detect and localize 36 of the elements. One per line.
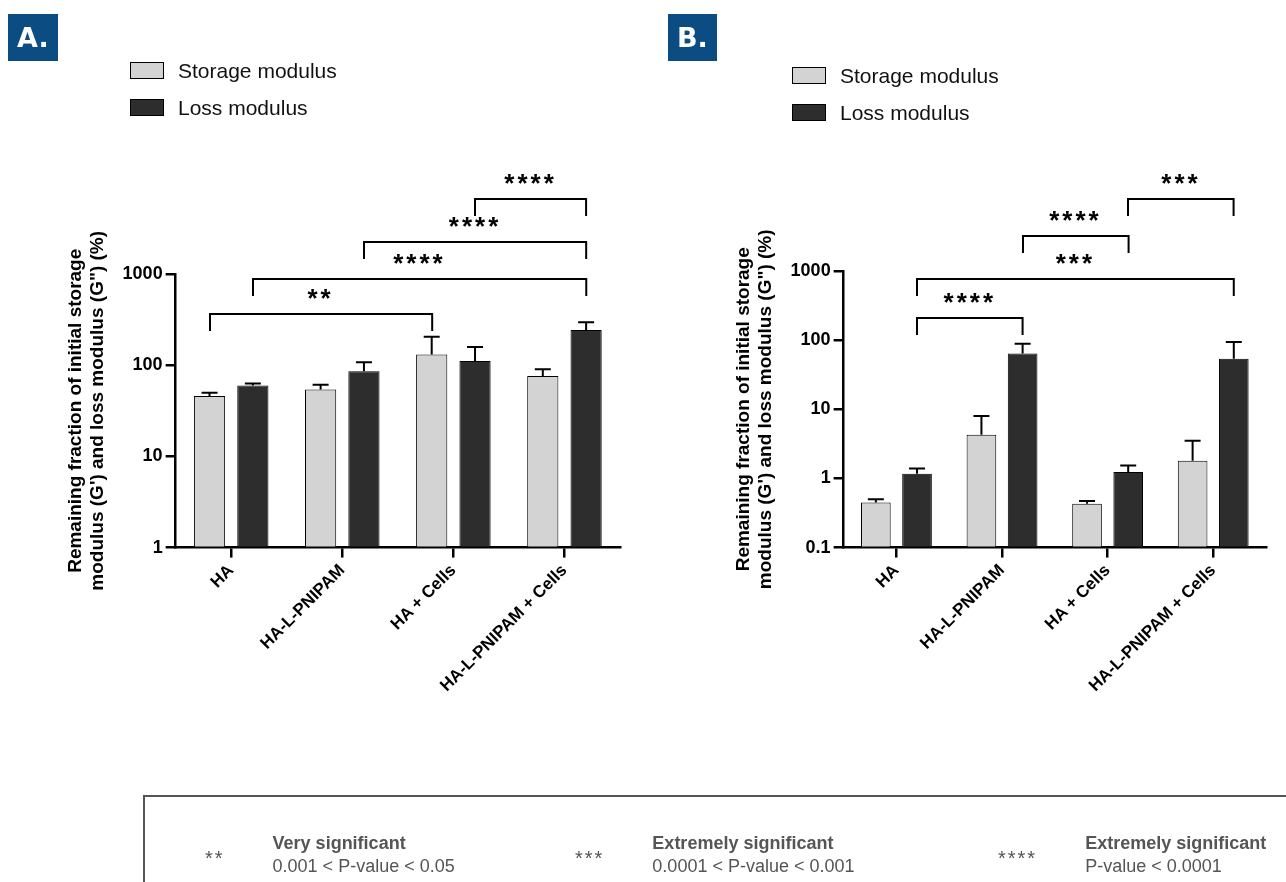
y-tick-label: 1: [820, 467, 831, 488]
text: Very significant: [272, 833, 407, 854]
annotation: ****: [943, 286, 997, 318]
x-tick-label: HA: [206, 560, 238, 592]
text: ***: [575, 847, 605, 871]
y-tick-label: 100: [132, 354, 163, 375]
legend-label: Storage modulus: [178, 58, 337, 83]
x-tick-label: HA: [871, 560, 903, 592]
y-tick-label: 1: [152, 536, 163, 557]
annotation: ****: [393, 248, 446, 279]
y-tick-label: 1000: [790, 259, 831, 280]
annotation: **: [307, 283, 334, 315]
text: **: [205, 847, 225, 871]
text: ****: [1049, 204, 1102, 236]
y-tick-label: 10: [142, 445, 163, 466]
text: P-value < 0.0001: [1085, 856, 1223, 877]
y-tick-label: 10: [810, 398, 831, 419]
y-tick-label: 1000: [122, 262, 163, 283]
text: Extremely significant: [652, 833, 835, 854]
text: 0.001 < P-value < 0.05: [272, 856, 455, 877]
y-tick-label: 100: [800, 329, 831, 350]
legend-label: Storage modulus: [840, 63, 999, 88]
annotation: ***: [1055, 248, 1096, 280]
chart-title: B.: [668, 14, 717, 61]
chart-title: A.: [8, 14, 58, 61]
text: ****: [998, 847, 1038, 871]
legend-label: Loss modulus: [178, 95, 308, 120]
legend-label: Loss modulus: [840, 100, 970, 125]
y-axis-title: Remaining fraction of initial storage modulus (G') and loss modulus (G") (%): [731, 229, 776, 590]
y-tick-label: 0.1: [805, 536, 831, 557]
text: ****: [504, 168, 557, 200]
y-axis-title: Remaining fraction of initial storage modulus (G') and loss modulus (G") (%): [63, 230, 108, 591]
text: ****: [448, 210, 502, 242]
text: Extremely significant: [1085, 833, 1267, 854]
text: 0.0001 < P-value < 0.001: [652, 856, 855, 877]
text: ***: [1161, 167, 1201, 199]
